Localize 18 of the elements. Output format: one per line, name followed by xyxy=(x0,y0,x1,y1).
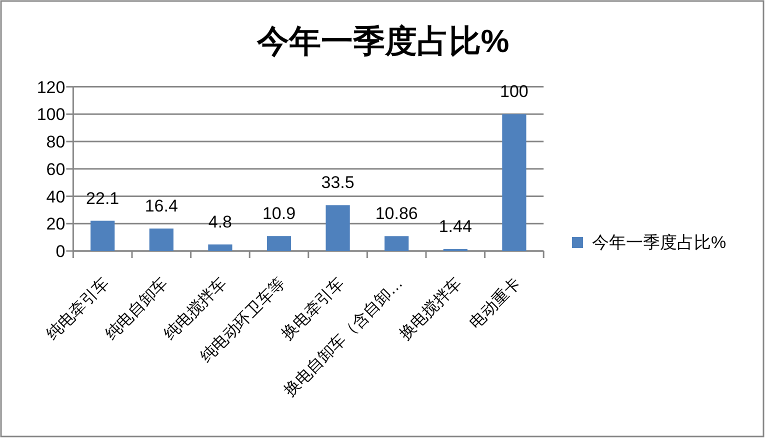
y-tick-label: 0 xyxy=(56,242,66,261)
chart-title: 今年一季度占比% xyxy=(256,23,510,59)
y-tick-label: 60 xyxy=(46,160,66,179)
data-label: 4.8 xyxy=(208,212,232,232)
y-tick-label: 20 xyxy=(46,214,66,234)
y-tick-label: 120 xyxy=(36,78,66,97)
data-label: 22.1 xyxy=(86,188,120,208)
y-tick-label: 100 xyxy=(36,105,66,124)
x-tick-label: 电动重卡 xyxy=(466,274,524,332)
data-label: 1.44 xyxy=(438,217,472,236)
data-label: 16.4 xyxy=(144,196,178,216)
data-label: 100 xyxy=(500,82,528,102)
legend: 今年一季度占比% xyxy=(572,233,726,252)
data-label: 10.9 xyxy=(262,204,296,224)
y-tick-label: 80 xyxy=(46,132,66,152)
data-label: 33.5 xyxy=(321,173,354,192)
y-tick-label: 40 xyxy=(46,187,66,206)
data-label: 10.86 xyxy=(375,204,418,224)
